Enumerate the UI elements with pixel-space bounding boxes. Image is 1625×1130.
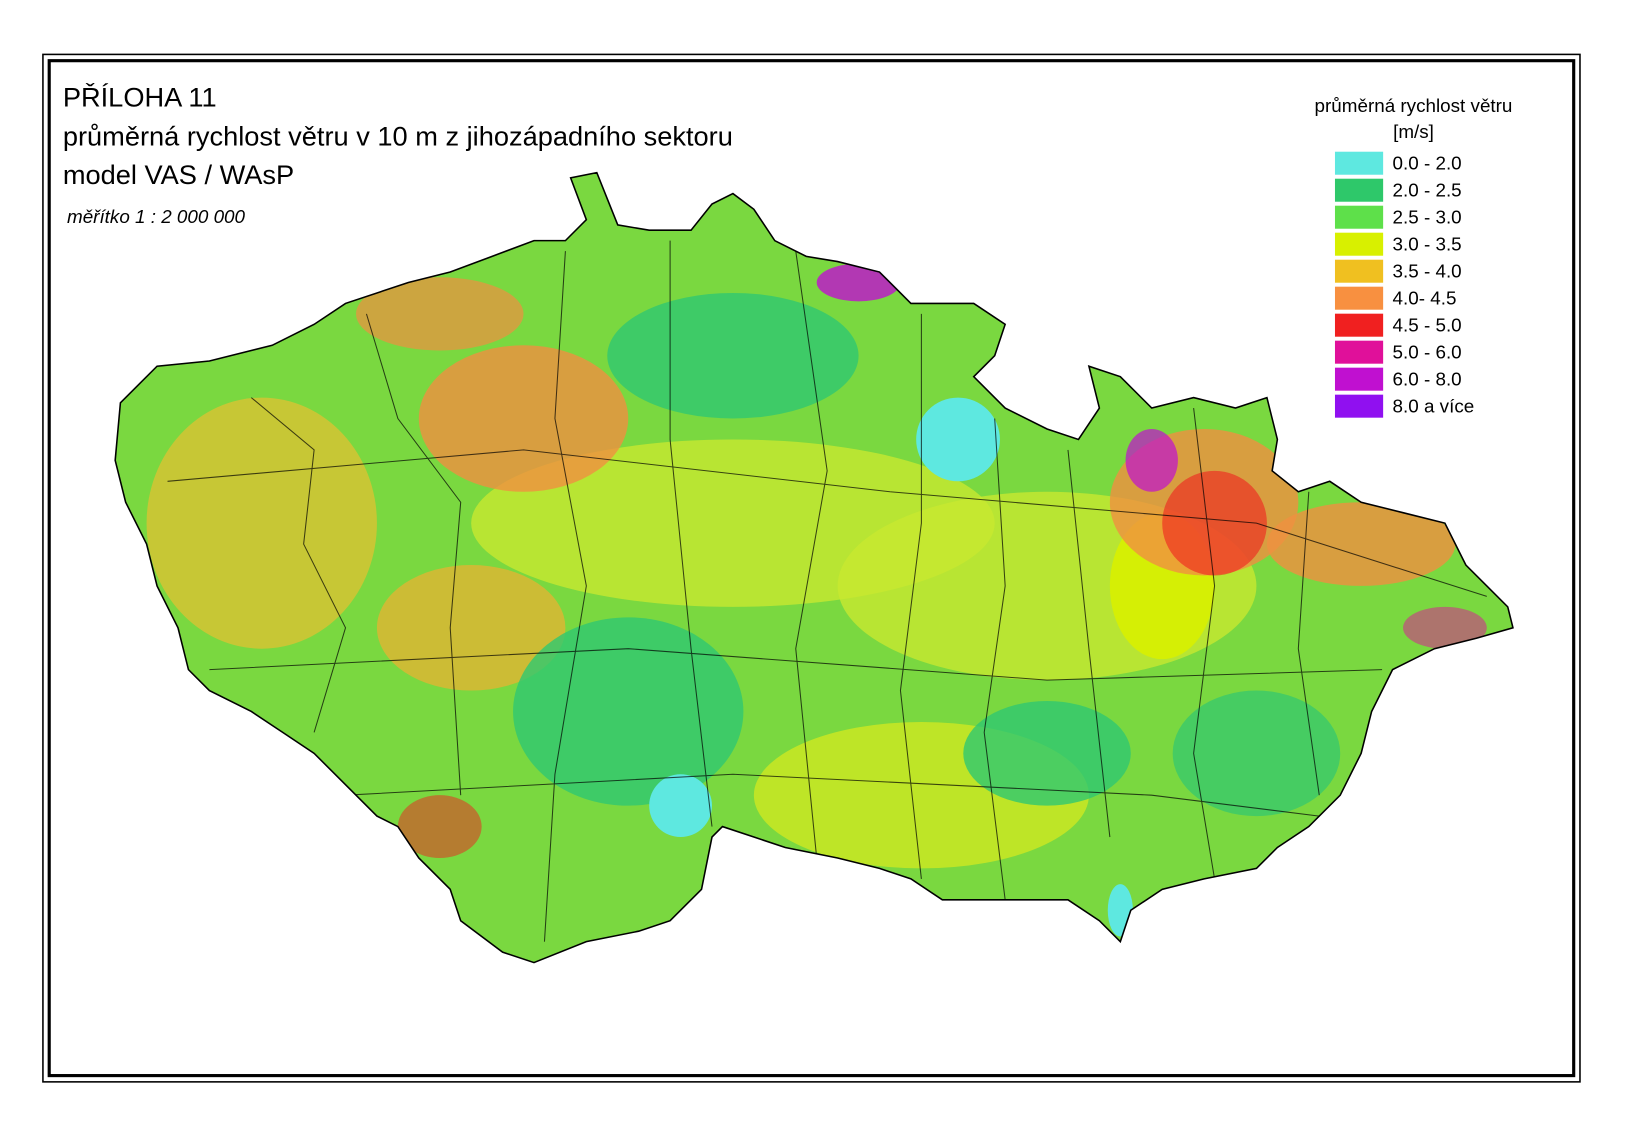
legend-label: 3.5 - 4.0 [1393,260,1462,281]
legend-unit: [m/s] [1393,121,1434,142]
legend-label: 5.0 - 6.0 [1393,341,1462,362]
legend-swatch [1334,151,1384,175]
legend-title: průměrná rychlost větru [1315,95,1513,116]
legend-label: 4.0- 4.5 [1393,287,1457,308]
legend-swatch [1334,259,1384,283]
legend-swatch [1334,286,1384,310]
legend-swatch [1334,313,1384,337]
legend-label: 3.0 - 3.5 [1393,233,1462,254]
subtitle: průměrná rychlost větru v 10 m z jihozáp… [63,120,733,151]
wind-map [115,172,1513,963]
legend-swatch [1334,340,1384,364]
legend-swatch [1334,205,1384,229]
legend-label: 0.0 - 2.0 [1393,153,1462,174]
legend-label: 4.5 - 5.0 [1393,314,1462,335]
legend-label: 2.0 - 2.5 [1393,180,1462,201]
legend-swatch [1334,232,1384,256]
model: model VAS / WAsP [63,159,294,190]
outer-frame [42,53,1581,1083]
legend-swatch [1334,178,1384,202]
legend-label: 8.0 a více [1393,395,1475,416]
legend-label: 6.0 - 8.0 [1393,368,1462,389]
legend-swatch [1334,394,1384,418]
scale: měřítko 1 : 2 000 000 [67,206,246,227]
legend-swatch [1334,367,1384,391]
legend: 0.0 - 2.0 2.0 - 2.5 2.5 - 3.0 3.0 - 3.5 3.5 … [1334,151,1475,418]
legend-label: 2.5 - 3.0 [1393,206,1462,227]
title: PŘÍLOHA 11 [63,82,217,113]
inner-frame [47,59,1576,1078]
